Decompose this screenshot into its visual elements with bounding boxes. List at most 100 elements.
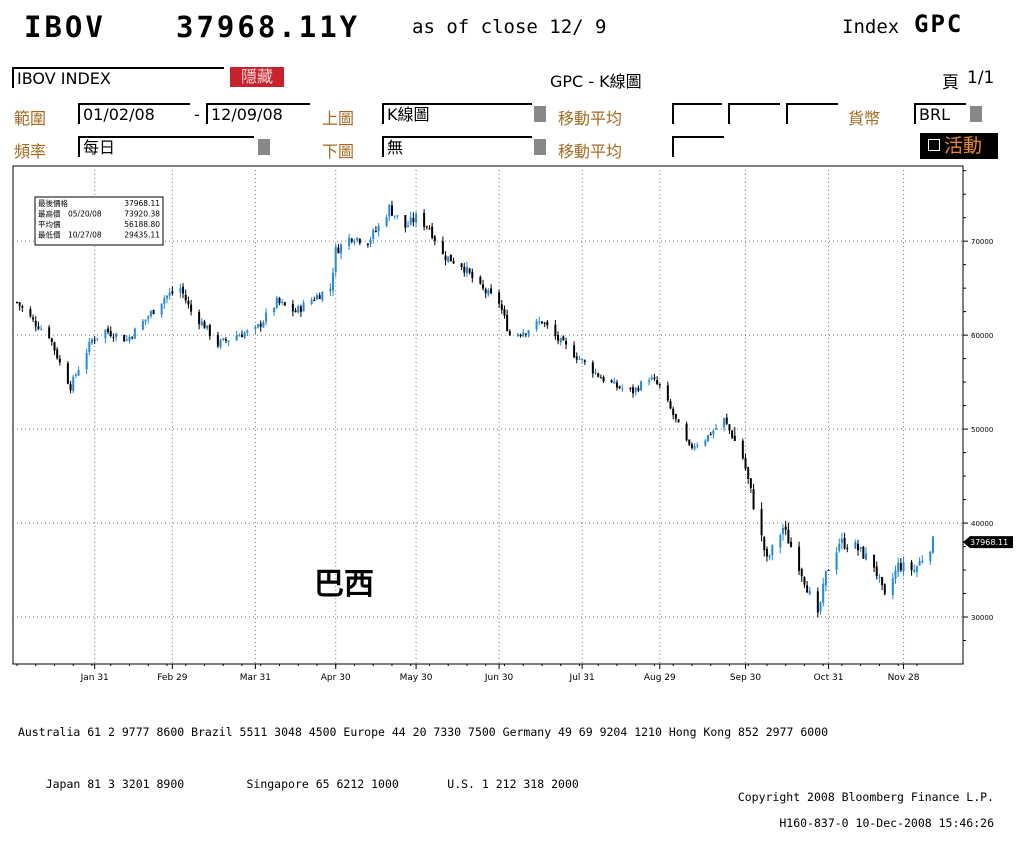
candle-body — [819, 602, 822, 612]
range-start-field[interactable]: 01/02/08 — [78, 103, 190, 124]
candle-body — [648, 380, 651, 383]
lower-chart-label: 下圖 — [322, 142, 355, 161]
chart-type-title: GPC - K線圖 — [550, 72, 642, 91]
candle-body — [468, 268, 471, 273]
candle-body — [524, 333, 527, 335]
candle-body — [123, 335, 126, 342]
footer: Australia 61 2 9777 8600 Brazil 5511 304… — [18, 700, 1008, 830]
lower-chart-field[interactable]: 無 — [382, 136, 532, 157]
candle-body — [677, 419, 680, 423]
candle-body — [709, 433, 712, 435]
candle-body — [707, 434, 710, 442]
current-price-marker: 37968.11 — [963, 536, 1013, 549]
x-tick-label: Mar 31 — [240, 673, 271, 683]
footer-phone-line: Australia 61 2 9777 8600 Brazil 5511 304… — [18, 725, 829, 739]
candle-body — [498, 292, 501, 304]
x-tick-label: Jun 30 — [484, 673, 514, 683]
candle-body — [329, 288, 332, 292]
frequency-label: 頻率 — [14, 142, 47, 161]
stats-legend: 最後價格 37968.11 最高價 05/20/08 73920.38 平均價 56188.… — [34, 196, 164, 246]
candle-body — [374, 230, 377, 232]
candle-body — [599, 377, 602, 379]
candle-body — [179, 288, 182, 293]
upper-chart-dropdown[interactable] — [534, 106, 546, 122]
candle-body — [932, 536, 934, 553]
candle-body — [857, 543, 860, 551]
candle-body — [353, 241, 356, 243]
candle-body — [69, 384, 72, 391]
lower-chart-dropdown[interactable] — [534, 139, 546, 155]
candle-body — [490, 288, 493, 294]
candle-body — [313, 299, 316, 301]
ma-field-1[interactable] — [672, 103, 722, 124]
candle-body — [881, 576, 884, 586]
candle-body — [602, 377, 605, 382]
candle-body — [452, 261, 455, 264]
candle-body — [340, 244, 343, 254]
candle-body — [902, 562, 905, 572]
candle-body — [629, 387, 632, 389]
security-field[interactable]: IBOV INDEX — [12, 67, 224, 88]
ma-field-3[interactable] — [786, 103, 838, 124]
y-tick-label: 30000 — [971, 614, 993, 622]
candle-body — [88, 341, 91, 353]
candle-body — [666, 385, 669, 401]
footer-copyright: Copyright 2008 Bloomberg Finance L.P. — [737, 790, 994, 804]
currency-field[interactable]: BRL — [914, 103, 966, 124]
candle-body — [790, 541, 793, 548]
upper-chart-field[interactable]: K線圖 — [382, 103, 532, 124]
candle-body — [873, 554, 876, 568]
candle-body — [731, 430, 734, 438]
range-label: 範圍 — [14, 109, 47, 128]
candle-body — [152, 310, 155, 314]
checkbox-icon — [928, 138, 940, 151]
candle-body — [557, 334, 560, 341]
moving-average-label-2: 移動平均 — [558, 142, 623, 161]
frequency-field[interactable]: 每日 — [78, 136, 254, 157]
candle-body — [765, 548, 768, 557]
legend-row-value: 37968.11 — [124, 199, 160, 208]
legend-row-label: 最高價 — [38, 209, 61, 219]
candle-body — [865, 553, 868, 560]
legend-row-value: 73920.38 — [124, 210, 160, 219]
candle-body — [688, 439, 691, 445]
candle-body — [747, 467, 750, 479]
currency-label: 貨幣 — [848, 109, 881, 128]
page-number[interactable]: 1/1 — [967, 68, 995, 88]
candle-body — [21, 306, 24, 308]
candle-body — [615, 382, 618, 388]
ma-field-2[interactable] — [728, 103, 780, 124]
activity-button[interactable]: 活動 — [920, 133, 998, 159]
candle-body — [554, 324, 557, 337]
currency-dropdown[interactable] — [970, 106, 982, 122]
candle-body — [516, 334, 519, 337]
candle-body — [200, 321, 203, 326]
candle-body — [838, 543, 841, 551]
candle-body — [897, 562, 900, 572]
candle-body — [16, 302, 18, 304]
x-tick-label: May 30 — [400, 673, 433, 683]
ma-field-4[interactable] — [672, 136, 724, 157]
frequency-dropdown[interactable] — [258, 139, 270, 155]
candle-body — [637, 388, 640, 391]
y-axis-ticks: 30000 40000 50000 60000 70000 — [963, 170, 993, 642]
candle-body — [621, 388, 624, 390]
candle-body — [219, 340, 222, 348]
hide-button[interactable]: 隱藏 — [230, 67, 284, 87]
range-end-field[interactable]: 12/09/08 — [206, 103, 310, 124]
candle-body — [104, 329, 107, 339]
candle-body — [618, 386, 621, 389]
candle-body — [74, 374, 77, 376]
footer-timestamp: H160-837-0 10-Dec-2008 15:46:26 — [779, 816, 994, 830]
candle-body — [471, 271, 474, 279]
candle-body — [846, 547, 849, 549]
candle-body — [190, 304, 193, 312]
legend-row-value: 29435.11 — [124, 231, 160, 240]
candle-body — [37, 326, 40, 330]
candle-body — [674, 414, 677, 419]
candle-body — [390, 205, 393, 216]
candle-body — [715, 427, 718, 430]
candle-body — [243, 332, 246, 338]
candle-body — [281, 301, 284, 303]
candle-body — [48, 327, 51, 339]
